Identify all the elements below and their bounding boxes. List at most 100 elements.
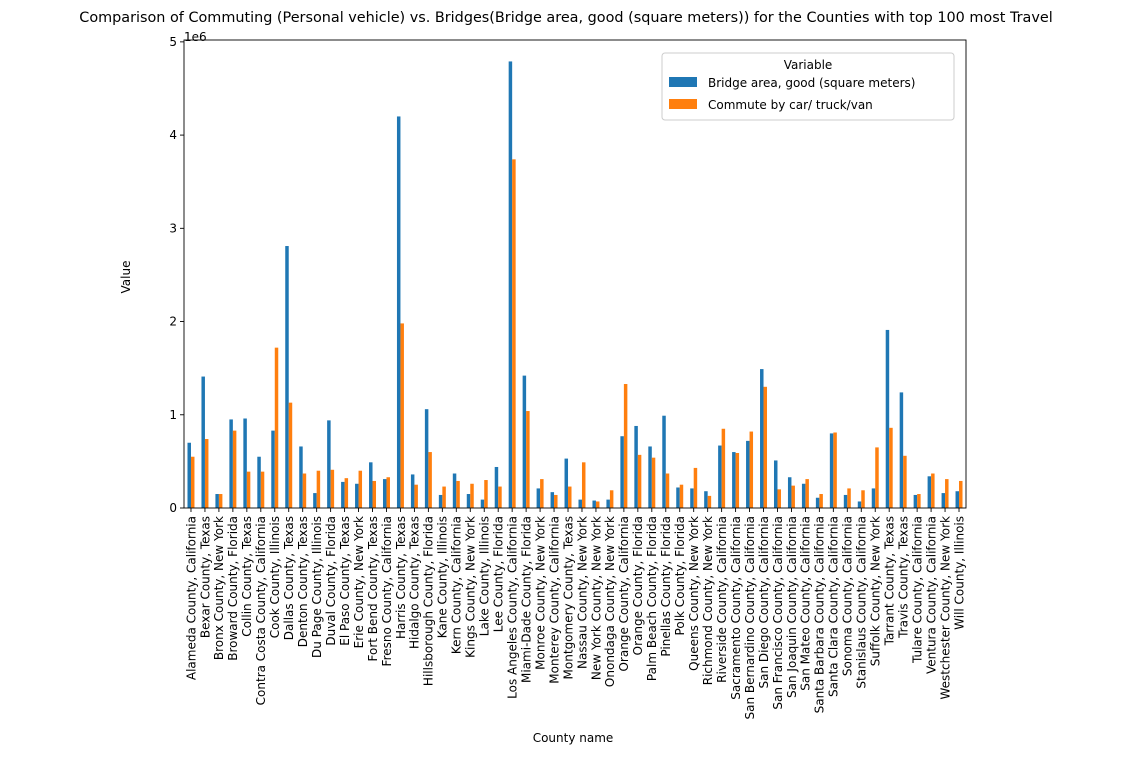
legend-swatch-bridge <box>669 77 697 87</box>
x-tick-label: Ventura County, California <box>924 516 938 674</box>
x-tick-label: Hidalgo County, Texas <box>408 516 422 649</box>
x-tick-label: Nassau County, New York <box>575 516 589 669</box>
bar-bridge-40 <box>746 440 750 508</box>
x-tick-label: Cook County, Illinois <box>268 516 282 638</box>
bar-commute-5 <box>260 471 265 508</box>
bar-bridge-35 <box>676 487 680 508</box>
y-tick-label: 2 <box>169 315 177 329</box>
bar-commute-25 <box>540 479 544 508</box>
bar-commute-22 <box>498 486 502 508</box>
x-tick-label: Du Page County, Illinois <box>310 516 324 658</box>
bar-commute-27 <box>568 486 572 508</box>
bar-bridge-18 <box>438 494 443 508</box>
bar-bridge-34 <box>662 415 666 508</box>
bar-bridge-17 <box>424 409 429 508</box>
x-tick-label: Sacramento County, California <box>729 516 743 700</box>
y-tick-label: 4 <box>169 128 177 142</box>
legend: Variable Bridge area, good (square meter… <box>661 52 955 121</box>
bar-bridge-36 <box>690 488 694 508</box>
x-tick-label: Monterey County, California <box>547 516 561 684</box>
bar-commute-2 <box>218 494 223 508</box>
bar-commute-48 <box>861 490 865 508</box>
bar-commute-14 <box>386 477 390 508</box>
y-tick-label: 0 <box>169 501 177 515</box>
x-tick-label: Riverside County, California <box>715 516 729 683</box>
x-axis-label: County name <box>533 731 614 745</box>
bar-bridge-6 <box>271 430 275 508</box>
bar-bridge-51 <box>899 392 904 508</box>
bar-commute-32 <box>637 454 642 508</box>
bar-bridge-47 <box>843 494 848 508</box>
x-tick-label: San Diego County, California <box>757 516 771 688</box>
x-tick-label: Travis County, Texas <box>896 516 910 639</box>
bar-bridge-23 <box>508 61 513 508</box>
bar-commute-44 <box>805 479 809 508</box>
bar-commute-38 <box>721 428 726 508</box>
bar-commute-47 <box>847 488 851 508</box>
bar-bridge-12 <box>355 483 359 508</box>
bar-commute-0 <box>190 456 195 508</box>
x-tick-label: Dallas County, Texas <box>282 516 296 640</box>
x-tick-label: Santa Barbara County, California <box>813 516 827 713</box>
x-tick-label: Kings County, New York <box>464 516 478 658</box>
bar-commute-18 <box>442 486 446 508</box>
bar-commute-24 <box>526 411 530 508</box>
x-tick-label: San Bernardino County, California <box>743 516 757 719</box>
x-tick-label: Denton County, Texas <box>296 516 310 647</box>
plot-frame <box>183 39 967 509</box>
bar-commute-26 <box>554 494 558 508</box>
bar-commute-43 <box>791 485 795 508</box>
bar-bridge-41 <box>760 369 764 508</box>
bar-bridge-38 <box>718 445 722 508</box>
bars-layer <box>187 61 963 508</box>
bar-bridge-1 <box>201 376 205 508</box>
bar-commute-49 <box>875 447 879 508</box>
x-tick-label: Montgomery County, Texas <box>561 516 575 679</box>
y-tick-label: 1 <box>169 408 177 422</box>
bar-commute-12 <box>358 470 363 508</box>
x-tick-label: Alameda County, California <box>184 516 198 680</box>
bar-bridge-16 <box>410 474 415 508</box>
x-tick-label: Tulare County, California <box>910 516 924 664</box>
bar-bridge-7 <box>285 246 289 508</box>
bar-commute-41 <box>763 386 768 508</box>
x-tick-label: Broward County, Florida <box>226 516 240 661</box>
bar-bridge-27 <box>564 458 569 508</box>
bar-bridge-24 <box>522 375 527 508</box>
bar-bridge-20 <box>466 494 471 508</box>
x-tick-label: Collin County, Texas <box>240 516 254 637</box>
x-tick-label: Tarrant County, Texas <box>883 516 897 646</box>
bar-commute-20 <box>470 483 474 508</box>
bar-bridge-19 <box>452 473 457 508</box>
x-tick-label: Kane County, Illinois <box>436 516 450 638</box>
x-tick-label: San Francisco County, California <box>771 516 785 710</box>
bar-bridge-0 <box>187 442 191 508</box>
bar-commute-9 <box>316 470 321 508</box>
x-tick-label: Suffolk County, New York <box>869 516 883 666</box>
x-tick-label: Miami-Dade County, Florida <box>519 516 533 683</box>
x-tick-label: Westchester County, New York <box>938 516 952 700</box>
bar-commute-42 <box>777 489 781 508</box>
bar-commute-19 <box>456 480 460 508</box>
bar-bridge-32 <box>634 425 638 508</box>
bar-commute-40 <box>749 431 754 508</box>
bar-commute-4 <box>246 471 251 508</box>
bar-commute-17 <box>428 452 432 508</box>
bar-bridge-55 <box>955 491 960 508</box>
x-tick-label: San Joaquin County, California <box>785 516 799 698</box>
bar-bridge-46 <box>829 433 834 508</box>
x-tick-label: Bronx County, New York <box>212 516 226 660</box>
bar-bridge-49 <box>871 488 876 508</box>
bar-commute-23 <box>512 159 516 508</box>
bar-bridge-3 <box>229 419 233 508</box>
legend-label-commute: Commute by car/ truck/van <box>708 98 873 112</box>
x-tick-label: Harris County, Texas <box>394 516 408 639</box>
bar-commute-1 <box>204 439 209 508</box>
bar-commute-30 <box>609 490 614 508</box>
legend-title: Variable <box>784 58 833 72</box>
x-tick-label: Los Angeles County, California <box>505 516 519 699</box>
chart-title: Comparison of Commuting (Personal vehicl… <box>79 10 1052 26</box>
bar-commute-21 <box>484 480 488 508</box>
bar-commute-13 <box>372 480 377 508</box>
bar-bridge-48 <box>857 501 862 508</box>
